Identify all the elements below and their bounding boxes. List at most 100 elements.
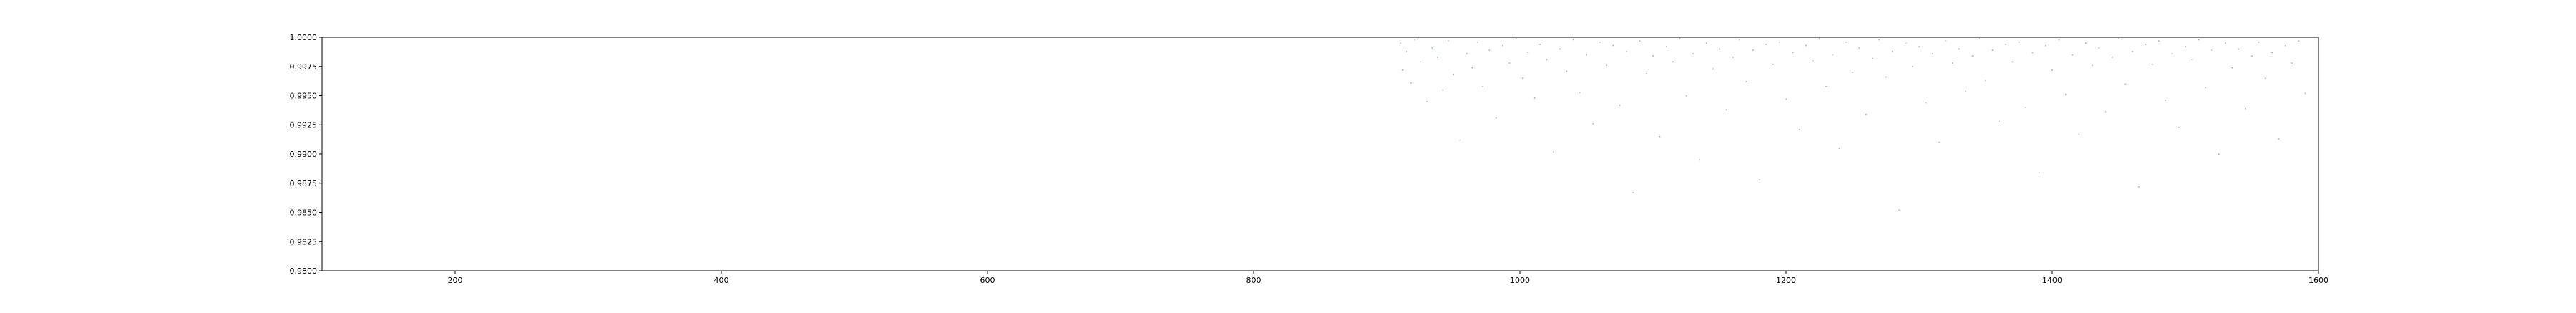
data-point xyxy=(2291,62,2293,64)
data-point xyxy=(1818,38,1820,39)
data-point xyxy=(1502,44,1503,47)
data-point xyxy=(1659,135,1661,138)
data-point xyxy=(1938,142,1940,143)
data-point xyxy=(1572,39,1574,41)
data-point xyxy=(2178,126,2180,128)
data-point xyxy=(2271,52,2273,54)
data-point xyxy=(1672,61,1674,63)
y-tick-label: 0.9850 xyxy=(290,208,318,218)
x-tick-label: 1600 xyxy=(2308,276,2328,285)
data-point xyxy=(2198,39,2200,41)
data-point xyxy=(2072,54,2073,56)
data-point xyxy=(1476,41,1478,43)
y-tick-label: 0.9950 xyxy=(290,92,318,101)
data-point xyxy=(1488,49,1491,51)
data-point xyxy=(1945,40,1947,42)
data-point xyxy=(1705,42,1707,44)
y-tick-label: 0.9975 xyxy=(290,62,318,72)
x-tick-label: 1000 xyxy=(1510,276,1530,285)
data-point xyxy=(2245,107,2246,110)
data-point xyxy=(1971,55,1974,57)
x-tick-label: 600 xyxy=(980,276,995,285)
data-point xyxy=(1679,38,1681,39)
data-point xyxy=(2124,83,2127,85)
plot-frame xyxy=(321,37,2319,271)
data-point xyxy=(1632,192,1634,193)
data-point xyxy=(1495,117,1497,119)
data-point xyxy=(1400,42,1401,44)
data-point xyxy=(1453,74,1454,76)
data-point xyxy=(1431,47,1433,49)
x-tick-label: 200 xyxy=(448,276,463,285)
data-point xyxy=(1865,113,1867,115)
data-point xyxy=(2278,138,2280,140)
data-point xyxy=(1414,39,1416,41)
data-point xyxy=(1712,68,1714,70)
x-tick-label: 1200 xyxy=(1776,276,1796,285)
data-point xyxy=(1985,80,1986,82)
data-point xyxy=(1471,67,1473,69)
data-point xyxy=(1852,72,1853,73)
data-point xyxy=(1546,59,1548,60)
data-point xyxy=(1437,57,1438,58)
y-tick-label: 0.9925 xyxy=(290,120,318,130)
data-point xyxy=(1402,69,1404,71)
data-point xyxy=(2238,48,2240,50)
data-point xyxy=(2065,94,2067,95)
data-point xyxy=(1878,39,1880,41)
data-point xyxy=(1606,64,1607,67)
data-point xyxy=(1599,41,1601,43)
data-point xyxy=(2098,47,2100,49)
data-point xyxy=(2304,92,2306,95)
data-point xyxy=(1858,47,1860,49)
y-tick-label: 0.9800 xyxy=(290,266,318,276)
data-point xyxy=(2251,55,2253,57)
data-point xyxy=(2185,46,2186,48)
data-point xyxy=(1447,40,1449,42)
data-point xyxy=(2145,44,2147,45)
data-point xyxy=(2191,59,2193,60)
data-point xyxy=(2051,69,2053,71)
data-point xyxy=(1539,44,1541,45)
data-point xyxy=(1533,97,1536,99)
data-point xyxy=(2038,172,2040,174)
data-point xyxy=(2158,40,2160,42)
data-point xyxy=(1765,44,1767,45)
data-point xyxy=(1522,77,1523,80)
data-point xyxy=(1772,63,1774,65)
x-tick-label: 400 xyxy=(714,276,729,285)
data-point xyxy=(2171,53,2173,54)
data-point xyxy=(1552,151,1554,153)
data-point xyxy=(1586,54,1587,56)
data-point xyxy=(2031,52,2034,54)
data-point xyxy=(1885,76,1887,78)
data-point xyxy=(2138,186,2140,188)
data-point xyxy=(1508,62,1511,64)
data-point xyxy=(2265,77,2266,80)
data-point xyxy=(1965,90,1967,92)
data-point xyxy=(1732,57,1734,58)
data-point xyxy=(1442,89,1444,91)
data-point xyxy=(2211,49,2213,51)
data-point xyxy=(2104,111,2107,113)
data-point xyxy=(1925,102,1927,104)
data-point xyxy=(1812,60,1814,62)
y-tick-label: 0.9875 xyxy=(290,179,318,188)
data-point xyxy=(1779,41,1780,43)
data-point xyxy=(1612,44,1614,47)
data-point xyxy=(1932,53,1933,54)
data-point xyxy=(1719,48,1720,50)
data-point xyxy=(1410,82,1412,84)
data-point xyxy=(1666,46,1667,48)
data-point xyxy=(1566,70,1568,72)
data-point xyxy=(1845,41,1847,43)
data-point xyxy=(1725,109,1727,111)
data-point xyxy=(2284,44,2286,47)
data-point xyxy=(1692,53,1694,54)
data-point xyxy=(2231,67,2233,69)
data-point xyxy=(1832,54,1834,56)
data-point xyxy=(1592,123,1594,125)
data-point xyxy=(1527,52,1529,54)
x-tick-label: 800 xyxy=(1246,276,1262,285)
data-point xyxy=(1579,92,1581,93)
